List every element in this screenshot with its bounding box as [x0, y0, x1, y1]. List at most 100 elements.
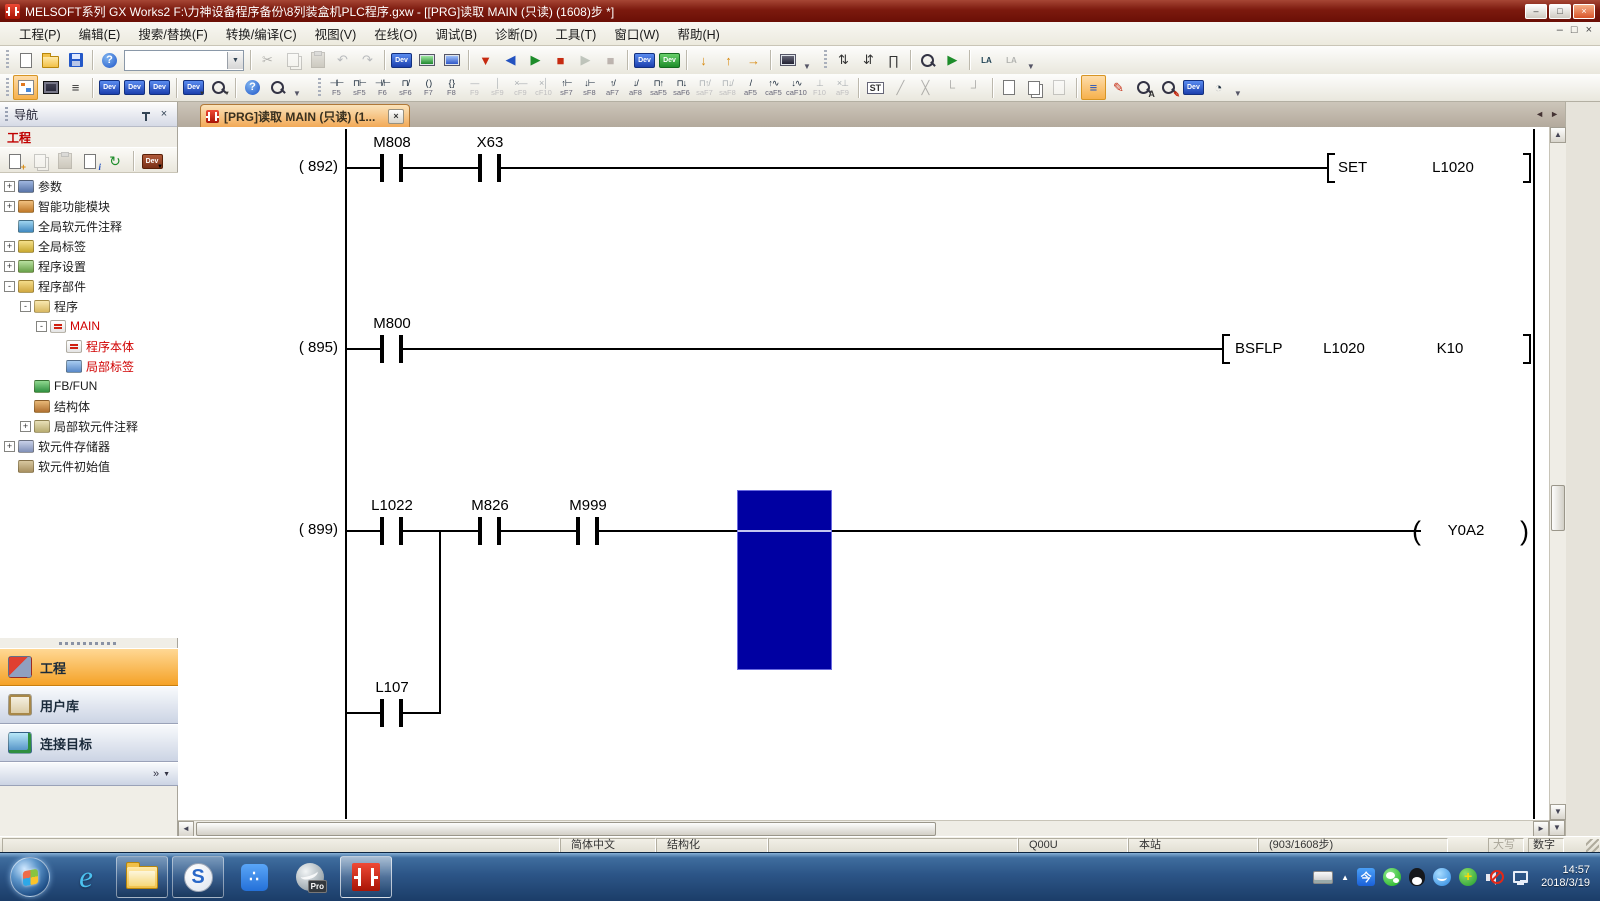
find-instruction-button[interactable] [915, 48, 940, 73]
trace-setting-button[interactable]: LA [999, 48, 1024, 73]
taskbar-google-earth-button[interactable]: Pro [284, 856, 336, 898]
find-replace-button[interactable]: ✎ [1156, 75, 1181, 100]
invert-result-button[interactable]: / aF5 [743, 78, 757, 97]
toolbar-overflow[interactable]: ▼ [293, 89, 301, 98]
scroll-left-icon[interactable]: ◄ [178, 821, 194, 837]
menu-compile[interactable]: 转换/编译(C) [225, 28, 297, 42]
save-project-button[interactable] [63, 48, 88, 73]
panel-grip[interactable] [5, 107, 8, 121]
inline-st-button[interactable]: ST [863, 75, 888, 100]
messenger-icon[interactable] [1433, 868, 1452, 886]
menu-tools[interactable]: 工具(T) [555, 28, 597, 42]
falling-pulse-button[interactable]: ↓⊢ sF8 [583, 78, 596, 97]
stop-button[interactable]: ■ [598, 48, 623, 73]
tree-item-main[interactable]: - MAIN [0, 316, 178, 336]
taskbar-baidu-netdisk-button[interactable]: ∴ [228, 856, 280, 898]
taskbar-gxworks2-button[interactable] [340, 856, 392, 898]
help2-button[interactable]: ? [240, 75, 265, 100]
nav-view-user-library-button[interactable]: 用户库 [0, 686, 178, 724]
write-to-plc-button[interactable]: Dev [389, 48, 414, 73]
program-monitor-button[interactable]: ▶ [940, 48, 965, 73]
tree-item-program[interactable]: - 程序 [0, 296, 178, 316]
panel-splitter[interactable] [0, 638, 178, 648]
monitor-stop-button[interactable]: ■ [548, 48, 573, 73]
application-instruction-button[interactable]: { } F8 [447, 78, 456, 97]
pause-button[interactable]: ▶ [573, 48, 598, 73]
tree-item-global-label[interactable]: + 全局标签 [0, 236, 178, 256]
monitor-start-button[interactable]: ▶ [523, 48, 548, 73]
toolbar-grip[interactable] [317, 77, 321, 98]
device-monitor-button[interactable]: Dev [632, 48, 657, 73]
qq-icon[interactable] [1409, 868, 1426, 886]
closed-contact-button[interactable]: ⊣/⊢ F6 [374, 78, 391, 97]
toolbar-overflow[interactable]: ▼ [803, 62, 811, 71]
watch-window-button[interactable]: Dev ▼ [181, 75, 206, 100]
scroll-right-icon[interactable]: ► [1533, 821, 1549, 837]
device-cclink-button[interactable]: Dev [147, 75, 172, 100]
copy-button[interactable] [280, 48, 305, 73]
trace-display-button[interactable]: LA [974, 48, 999, 73]
taskbar-explorer-button[interactable] [116, 856, 168, 898]
new-project-button[interactable] [13, 48, 38, 73]
step-run-button[interactable]: ↓ [691, 48, 716, 73]
write-line-button[interactable]: ⊥ F10 [812, 78, 826, 97]
expand-toggle[interactable]: + [20, 420, 31, 432]
function-block-selection-button[interactable] [38, 75, 63, 100]
scan-time-button[interactable]: ◔ [1206, 75, 1231, 100]
open-branch-button[interactable]: ⊓⊢ sF5 [352, 78, 367, 97]
read-from-plc-button[interactable] [414, 48, 439, 73]
rising-pulse-button[interactable]: ↑⊢ sF7 [560, 78, 573, 97]
horizontal-scroll-thumb[interactable] [196, 822, 936, 836]
upload-setup-button[interactable]: ◀ [498, 48, 523, 73]
undo-button[interactable]: ↶ [330, 48, 355, 73]
start-button[interactable] [10, 857, 50, 897]
nav-more-button[interactable]: » ▼ [0, 762, 178, 786]
tab-close-icon[interactable]: × [388, 108, 404, 124]
toolbar-grip[interactable] [823, 50, 827, 70]
vertical-line-button[interactable]: │ sF9 [491, 78, 504, 97]
combo-dropdown-arrow[interactable]: ▼ [227, 51, 243, 69]
mdi-restore-button[interactable]: □ [1570, 24, 1578, 36]
menu-help[interactable]: 帮助(H) [677, 28, 720, 42]
pin-icon[interactable] [138, 107, 154, 122]
expand-toggle[interactable]: + [4, 260, 15, 272]
minimize-button[interactable]: – [1525, 3, 1547, 19]
selected-cell[interactable] [737, 490, 832, 670]
statement-edit-button[interactable]: ✎ [1106, 75, 1131, 100]
keyboard-layout-icon[interactable] [1313, 870, 1334, 884]
expand-toggle[interactable]: + [4, 440, 15, 452]
delete-vertical-line-button[interactable]: ×│ cF10 [535, 78, 552, 97]
scroll-up-icon[interactable]: ▲ [1550, 127, 1566, 143]
expand-toggle[interactable]: + [4, 200, 15, 212]
tab-scroll-left-icon[interactable]: ◄ [1535, 109, 1545, 119]
delete-horizontal-line-button[interactable]: ×— cF9 [514, 78, 527, 97]
tab-scroll-right-icon[interactable]: ► [1550, 109, 1559, 119]
rising-pulse-result-button[interactable]: ↑∿ caF5 [765, 78, 782, 97]
menu-debug[interactable]: 调试(B) [435, 28, 478, 42]
tree-item-global-comment[interactable]: 全局软元件注释 [0, 216, 178, 236]
remote-operation-button[interactable] [775, 48, 800, 73]
coil-button[interactable]: ( ) F7 [424, 78, 433, 97]
paste-button[interactable] [305, 48, 330, 73]
refresh-button[interactable]: ↻ [104, 150, 126, 172]
rising-pulse-closed-button[interactable]: ↑/aF7 [605, 78, 619, 97]
falling-pulse-result-button[interactable]: ↓∿ caF10 [785, 78, 807, 97]
rising-pulse-closed-branch-button[interactable]: ⊓↑/saF7 [696, 78, 713, 97]
find-button[interactable] [265, 75, 290, 100]
split-view-icon[interactable]: ▼ [1549, 820, 1565, 836]
panel-close-icon[interactable]: × [160, 107, 168, 120]
vertical-scroll-thumb[interactable] [1551, 485, 1565, 531]
tab-main-program[interactable]: [PRG]读取 MAIN (只读) (1... × [200, 104, 410, 127]
expand-toggle[interactable]: + [4, 180, 15, 192]
open-project-button[interactable] [38, 48, 63, 73]
rising-pulse-branch-button[interactable]: ⊓↑ saF5 [650, 78, 667, 97]
volume-muted-icon[interactable] [1485, 869, 1505, 886]
tree-item-local-comment[interactable]: + 局部软元件注释 [0, 416, 178, 436]
toolbar-grip[interactable] [6, 50, 9, 70]
menu-edit[interactable]: 编辑(E) [78, 28, 121, 42]
toolbar-overflow[interactable]: ▼ [1026, 62, 1035, 71]
tray-clock[interactable]: 14:57 2018/3/19 [1541, 864, 1590, 890]
step-over-button[interactable]: → [741, 48, 766, 73]
device-display-button[interactable]: Dev [1181, 75, 1206, 100]
tree-item-structure[interactable]: 结构体 [0, 396, 178, 416]
